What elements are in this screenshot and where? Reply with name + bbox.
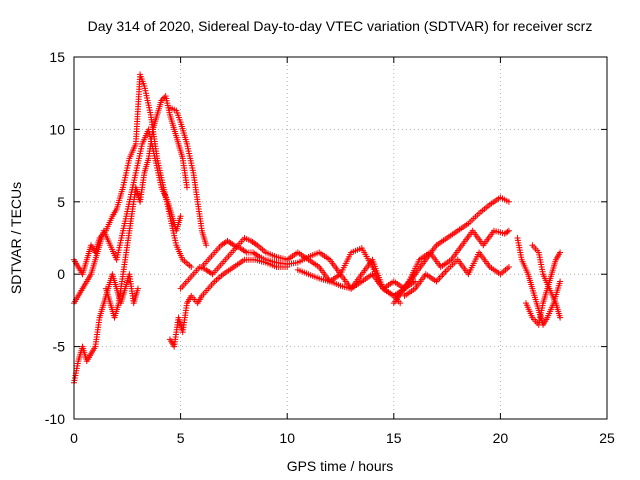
series-track-9 [294, 266, 404, 307]
y-tick-label: 10 [49, 121, 65, 137]
data-point [397, 300, 404, 307]
data-point [557, 314, 564, 321]
data-point [159, 95, 166, 102]
series-track-15 [529, 242, 564, 321]
y-tick-label: -10 [45, 411, 65, 427]
series-track-6 [166, 256, 291, 350]
data-point [505, 227, 512, 234]
series-track-13 [514, 235, 564, 328]
data-point [505, 198, 512, 205]
x-axis-label: GPS time / hours [287, 458, 394, 474]
data-point [557, 249, 564, 256]
series-track-4 [102, 93, 190, 321]
data-point [412, 278, 419, 285]
data-point [188, 263, 195, 270]
x-tick-label: 25 [599, 430, 615, 446]
x-tick-label: 20 [493, 430, 509, 446]
series-track-12 [401, 249, 512, 299]
y-axis-label: SDTVAR / TECUs [8, 182, 24, 294]
series-track-1 [71, 71, 195, 278]
data-point [134, 285, 141, 292]
y-tick-label: 5 [57, 194, 65, 210]
x-tick-label: 5 [177, 430, 185, 446]
data-point [158, 97, 165, 104]
data-point [183, 184, 190, 191]
grid [74, 57, 607, 419]
axis-ticks: 0 5 10 15 20 25 -10 -5 0 5 10 15 [45, 49, 615, 446]
x-tick-label: 15 [386, 430, 402, 446]
data-points [71, 71, 564, 386]
chart-title: Day 314 of 2020, Sidereal Day-to-day VTE… [88, 18, 593, 34]
x-tick-label: 10 [279, 430, 295, 446]
x-tick-label: 0 [70, 430, 78, 446]
series-track-10 [390, 194, 512, 307]
data-point [177, 213, 184, 220]
data-point [505, 263, 512, 270]
y-tick-label: 15 [49, 49, 65, 65]
series-track-8 [198, 237, 419, 292]
series-track-5 [166, 104, 210, 249]
data-point [557, 278, 564, 285]
plot-frame [73, 56, 608, 420]
data-point [504, 228, 511, 235]
data-point [203, 242, 210, 249]
series-track-11 [395, 227, 512, 299]
y-tick-label: -5 [53, 339, 66, 355]
y-tick-label: 0 [57, 266, 65, 282]
